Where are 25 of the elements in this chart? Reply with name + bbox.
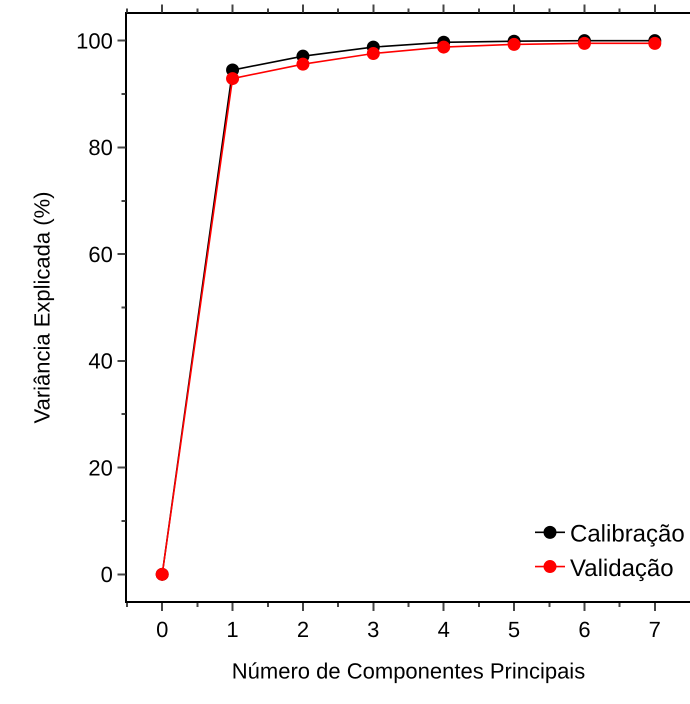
y-axis-title: Variância Explicada (%) xyxy=(29,192,54,424)
y-tick-label: 100 xyxy=(76,28,113,54)
point xyxy=(437,40,450,54)
point xyxy=(366,46,380,60)
point xyxy=(508,38,521,51)
legend-label: Validação xyxy=(570,554,674,582)
y-tick-label: 60 xyxy=(88,242,113,267)
point xyxy=(578,36,591,50)
y-tick-label: 80 xyxy=(88,135,113,160)
legend-label: Calibração xyxy=(570,520,685,548)
x-tick-label: 5 xyxy=(508,617,520,642)
x-axis-title: Número de Componentes Principais xyxy=(232,658,586,684)
point xyxy=(296,58,310,71)
y-tick-label: 0 xyxy=(100,562,113,588)
x-tick-label: 6 xyxy=(578,617,591,642)
y-tick-label: 20 xyxy=(88,455,113,480)
x-tick-label: 1 xyxy=(226,617,239,642)
x-tick-label: 4 xyxy=(438,617,450,642)
point xyxy=(648,36,662,50)
x-tick-label: 3 xyxy=(367,617,380,642)
point xyxy=(226,72,240,86)
x-tick-label: 0 xyxy=(156,617,168,642)
y-tick-label: 40 xyxy=(88,348,113,374)
x-tick-label: 2 xyxy=(296,617,310,642)
x-tick-label: 7 xyxy=(648,617,661,642)
